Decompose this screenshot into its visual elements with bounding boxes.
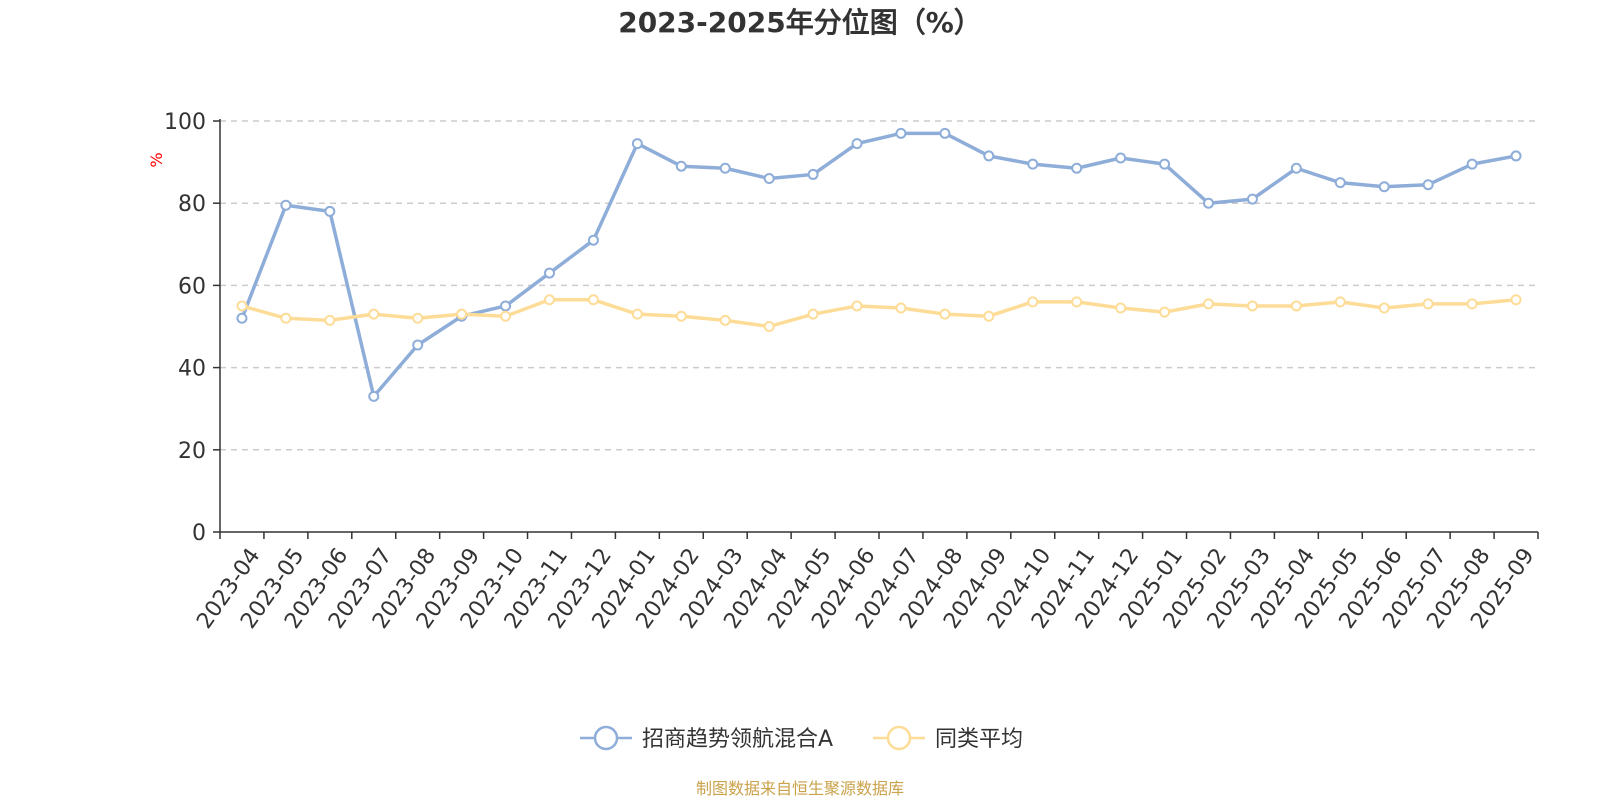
data-point [1246, 300, 1258, 312]
data-point [456, 308, 468, 320]
data-point [1378, 181, 1390, 193]
data-point [368, 308, 380, 320]
y-tick-label: 40 [178, 357, 206, 382]
source-note: 制图数据来自恒生聚源数据库 [696, 779, 904, 798]
legend: 招商趋势领航混合A 同类平均 [580, 725, 1023, 752]
data-point [675, 310, 687, 322]
data-point [1159, 306, 1171, 318]
data-point [939, 127, 951, 139]
data-point [1246, 193, 1258, 205]
y-tick-label: 80 [178, 192, 206, 217]
y-tick-label: 60 [178, 274, 206, 299]
data-point [280, 199, 292, 211]
data-point [1115, 152, 1127, 164]
data-point [1510, 294, 1522, 306]
data-point [1027, 158, 1039, 170]
series-line-1 [241, 298, 1517, 329]
series-lines [236, 127, 1522, 402]
data-point [1422, 179, 1434, 191]
data-point [412, 339, 424, 351]
data-point [851, 138, 863, 150]
legend-label-1: 同类平均 [935, 727, 1023, 752]
data-point [983, 150, 995, 162]
data-point [324, 314, 336, 326]
data-point [587, 294, 599, 306]
data-point [1115, 302, 1127, 314]
data-point [631, 308, 643, 320]
data-point [851, 300, 863, 312]
data-point [1466, 298, 1478, 310]
legend-marker-0 [593, 725, 619, 751]
chart-title: 2023-2025年分位图（%） [618, 6, 982, 39]
data-point [807, 308, 819, 320]
grid-lines [220, 120, 1538, 451]
data-point [719, 162, 731, 174]
data-point [1203, 298, 1214, 310]
data-point [939, 308, 951, 320]
data-point [807, 168, 819, 180]
data-point [1071, 296, 1083, 308]
y-tick-label: 100 [164, 110, 206, 135]
data-point [280, 312, 292, 324]
data-point [719, 314, 731, 326]
data-point [763, 321, 775, 332]
data-point [1466, 158, 1478, 170]
data-point [983, 310, 995, 322]
y-tick-label: 20 [178, 439, 206, 464]
legend-marker-1 [886, 725, 912, 751]
data-point [587, 234, 599, 246]
data-point [1159, 158, 1171, 170]
data-point [1027, 296, 1039, 308]
data-point [763, 173, 775, 185]
data-point [1290, 300, 1302, 312]
data-point [500, 300, 512, 312]
data-point [544, 294, 555, 306]
data-point [412, 312, 424, 324]
data-point [675, 160, 687, 172]
data-point [1334, 296, 1346, 308]
data-point [1334, 177, 1346, 189]
data-point [631, 138, 643, 150]
data-point [236, 300, 248, 312]
data-point [236, 312, 248, 324]
data-point [1203, 197, 1214, 209]
data-point [1422, 298, 1434, 310]
data-point [324, 205, 336, 217]
data-point [895, 302, 907, 314]
data-point [500, 310, 512, 322]
y-axis-label: % [147, 152, 166, 167]
axes: 0204060801002023-042023-052023-062023-07… [164, 110, 1540, 634]
data-point [368, 390, 380, 402]
series-line-0 [240, 131, 1517, 399]
data-point [1510, 150, 1522, 162]
legend-label-0: 招商趋势领航混合A [642, 727, 833, 752]
data-point [1378, 302, 1390, 314]
y-tick-label: 0 [192, 521, 206, 546]
data-point [544, 267, 555, 279]
data-point [895, 127, 907, 139]
data-point [1071, 162, 1083, 174]
data-point [1290, 162, 1302, 174]
